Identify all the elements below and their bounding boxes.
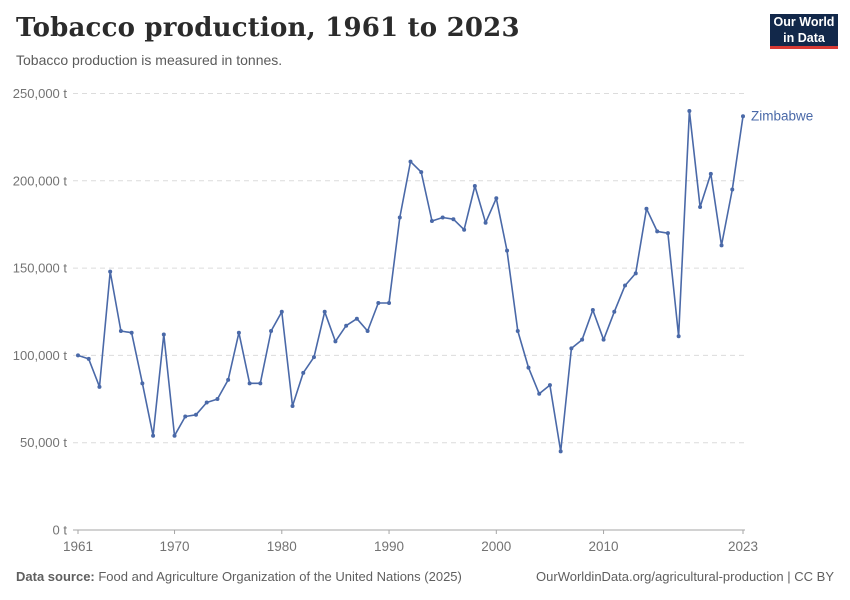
data-point bbox=[161, 332, 166, 337]
data-point bbox=[612, 309, 617, 314]
data-point bbox=[741, 114, 745, 119]
data-point bbox=[633, 271, 638, 276]
data-point bbox=[558, 449, 563, 454]
x-tick-label: 1990 bbox=[374, 539, 404, 554]
data-point bbox=[354, 316, 359, 321]
data-point bbox=[322, 309, 327, 314]
data-point bbox=[547, 383, 552, 388]
data-point bbox=[408, 159, 413, 164]
data-point bbox=[601, 337, 606, 342]
data-point bbox=[172, 433, 177, 438]
data-point bbox=[247, 381, 252, 386]
data-point bbox=[505, 248, 510, 253]
footer-ccby-link[interactable]: CC BY bbox=[794, 569, 834, 584]
data-point bbox=[590, 308, 595, 313]
data-point bbox=[215, 397, 220, 402]
x-tick-label: 2000 bbox=[481, 539, 511, 554]
data-point bbox=[440, 215, 445, 220]
data-point bbox=[494, 196, 499, 201]
x-tick-label: 2010 bbox=[589, 539, 619, 554]
chart-footer: Data source: Food and Agriculture Organi… bbox=[16, 569, 834, 584]
data-point bbox=[129, 330, 134, 335]
data-point bbox=[451, 217, 456, 222]
data-point bbox=[623, 283, 628, 288]
data-point bbox=[269, 328, 274, 333]
data-point bbox=[483, 220, 488, 225]
data-point bbox=[698, 204, 703, 209]
x-tick-label: 1970 bbox=[160, 539, 190, 554]
footer-separator: | bbox=[783, 569, 795, 584]
data-source-text: Food and Agriculture Organization of the… bbox=[94, 569, 462, 584]
data-point bbox=[258, 381, 263, 386]
data-source: Data source: Food and Agriculture Organi… bbox=[16, 569, 462, 584]
data-point bbox=[472, 184, 477, 189]
data-point bbox=[419, 170, 424, 175]
data-point bbox=[719, 243, 724, 248]
owid-logo-line1: Our World bbox=[773, 15, 835, 29]
data-point bbox=[183, 414, 188, 419]
data-point bbox=[97, 384, 102, 389]
data-point bbox=[580, 337, 585, 342]
data-point bbox=[365, 328, 370, 333]
data-point bbox=[86, 356, 91, 361]
series-entity-label[interactable]: Zimbabwe bbox=[751, 109, 813, 124]
footer-url-link[interactable]: OurWorldinData.org/agricultural-producti… bbox=[536, 569, 784, 584]
data-point bbox=[301, 370, 306, 375]
y-tick-label: 150,000 t bbox=[13, 261, 68, 276]
owid-logo-line2: in Data bbox=[783, 31, 825, 45]
y-tick-label: 100,000 t bbox=[13, 348, 68, 363]
data-point bbox=[151, 433, 156, 438]
data-point bbox=[76, 353, 80, 358]
y-tick-label: 200,000 t bbox=[13, 173, 68, 188]
y-tick-label: 50,000 t bbox=[20, 435, 67, 450]
data-point bbox=[387, 301, 392, 306]
y-tick-label: 250,000 t bbox=[13, 86, 68, 101]
data-point bbox=[333, 339, 338, 344]
data-source-label: Data source: bbox=[16, 569, 95, 584]
data-point bbox=[193, 412, 198, 417]
data-point bbox=[108, 269, 113, 274]
data-point bbox=[140, 381, 145, 386]
x-tick-label: 2023 bbox=[728, 539, 758, 554]
data-point bbox=[311, 355, 316, 360]
footer-links: OurWorldinData.org/agricultural-producti… bbox=[536, 569, 834, 584]
data-point bbox=[665, 231, 670, 236]
data-point bbox=[290, 404, 295, 409]
data-point bbox=[279, 309, 284, 314]
chart-subtitle: Tobacco production is measured in tonnes… bbox=[16, 52, 283, 68]
data-point bbox=[462, 227, 467, 232]
data-point bbox=[397, 215, 402, 220]
y-tick-label: 0 t bbox=[53, 523, 68, 538]
owid-logo[interactable]: Our World in Data bbox=[770, 14, 838, 49]
data-point bbox=[226, 377, 231, 382]
data-point bbox=[676, 334, 681, 339]
data-point bbox=[515, 328, 520, 333]
chart-title: Tobacco production, 1961 to 2023 bbox=[16, 13, 520, 43]
data-point bbox=[376, 301, 381, 306]
data-point bbox=[429, 218, 434, 223]
data-point bbox=[236, 330, 241, 335]
x-tick-label: 1961 bbox=[63, 539, 93, 554]
data-point bbox=[344, 323, 349, 328]
data-point bbox=[708, 171, 713, 176]
data-point bbox=[204, 400, 209, 405]
data-point bbox=[687, 108, 692, 113]
data-point bbox=[526, 365, 531, 370]
data-point bbox=[655, 229, 660, 234]
data-point bbox=[118, 328, 123, 333]
data-point bbox=[537, 391, 542, 396]
x-tick-label: 1980 bbox=[267, 539, 297, 554]
data-point bbox=[644, 206, 649, 211]
data-point bbox=[569, 346, 574, 351]
data-point bbox=[730, 187, 735, 192]
